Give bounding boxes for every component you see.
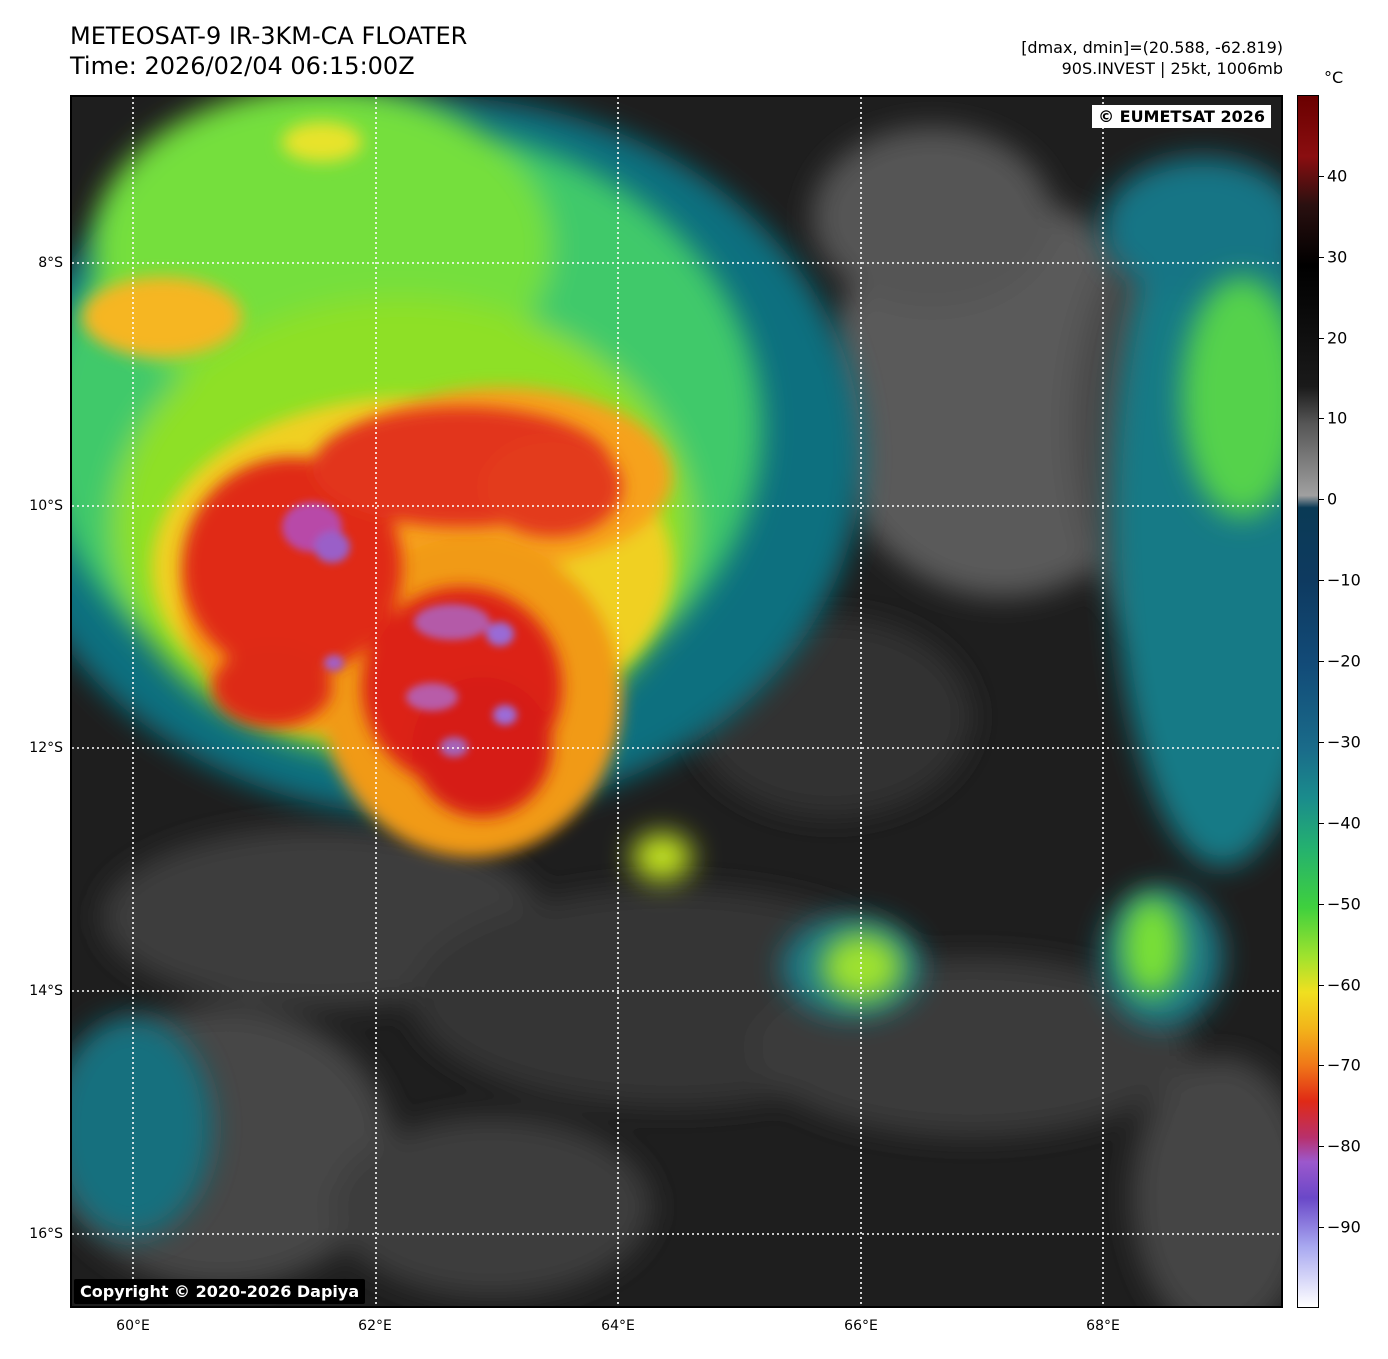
overshooting-tops xyxy=(282,502,517,757)
colorbar-tick-mark xyxy=(1319,903,1324,905)
lat-label-14s: 14°S xyxy=(29,983,63,999)
ir-imagery xyxy=(72,97,1281,1306)
product-title: METEOSAT-9 IR-3KM-CA FLOATER xyxy=(70,22,468,50)
colorbar-tick-label: −80 xyxy=(1327,1136,1361,1156)
colorbar-tick-mark xyxy=(1319,661,1324,663)
colorbar-tick-mark xyxy=(1319,175,1324,177)
colorbar-tick-label: −70 xyxy=(1327,1055,1361,1075)
colorbar-tick-mark xyxy=(1319,256,1324,258)
colorbar-tick-label: 10 xyxy=(1327,408,1348,428)
colorbar-tick-label: −30 xyxy=(1327,732,1361,752)
colorbar-tick-mark xyxy=(1319,580,1324,582)
colorbar-tick-mark xyxy=(1319,1146,1324,1148)
graticule xyxy=(72,97,1281,1306)
colorbar-tick-mark xyxy=(1319,822,1324,824)
lon-label-68e: 68°E xyxy=(1086,1318,1120,1334)
lat-label-16s: 16°S xyxy=(29,1226,63,1242)
colorbar-tick-label: 30 xyxy=(1327,247,1348,267)
lon-label-60e: 60°E xyxy=(116,1318,150,1334)
colorbar-tick-label: −90 xyxy=(1327,1217,1361,1237)
copyright-credit: Copyright © 2020-2026 Dapiya xyxy=(74,1279,366,1304)
colorbar-tick-label: −20 xyxy=(1327,651,1361,671)
lon-label-62e: 62°E xyxy=(358,1318,392,1334)
colorbar-tick-label: −10 xyxy=(1327,570,1361,590)
colorbar-tick-mark xyxy=(1319,1065,1324,1067)
time-stamp: Time: 2026/02/04 06:15:00Z xyxy=(70,52,415,80)
colorbar-tick-mark xyxy=(1319,418,1324,420)
colorbar-tick-mark xyxy=(1319,741,1324,743)
storm-info: 90S.INVEST | 25kt, 1006mb xyxy=(1061,59,1283,78)
dmax-dmin-readout: [dmax, dmin]=(20.588, -62.819) xyxy=(1021,38,1283,57)
lon-label-64e: 64°E xyxy=(601,1318,635,1334)
colorbar-tick-mark xyxy=(1319,1227,1324,1229)
colorbar-tick-label: 20 xyxy=(1327,328,1348,348)
colorbar-tick-label: −40 xyxy=(1327,813,1361,833)
colorbar-tick-label: −60 xyxy=(1327,975,1361,995)
colorbar-tick-label: 40 xyxy=(1327,166,1348,186)
cold-cloud-tops xyxy=(182,407,622,817)
lat-label-10s: 10°S xyxy=(29,498,63,514)
lat-label-12s: 12°S xyxy=(29,740,63,756)
colorbar-unit: °C xyxy=(1324,68,1344,87)
colorbar-tick-mark xyxy=(1319,337,1324,339)
colorbar-tick-mark xyxy=(1319,499,1324,501)
colorbar-tick-label: −50 xyxy=(1327,894,1361,914)
eumetsat-credit: © EUMETSAT 2026 xyxy=(1092,105,1271,128)
colorbar-tick-mark xyxy=(1319,984,1324,986)
satellite-map[interactable]: © EUMETSAT 2026 Copyright © 2020-2026 Da… xyxy=(70,95,1283,1308)
lon-label-66e: 66°E xyxy=(844,1318,878,1334)
lat-label-8s: 8°S xyxy=(38,255,63,271)
temperature-colorbar xyxy=(1297,95,1319,1308)
colorbar-tick-label: 0 xyxy=(1327,489,1338,509)
